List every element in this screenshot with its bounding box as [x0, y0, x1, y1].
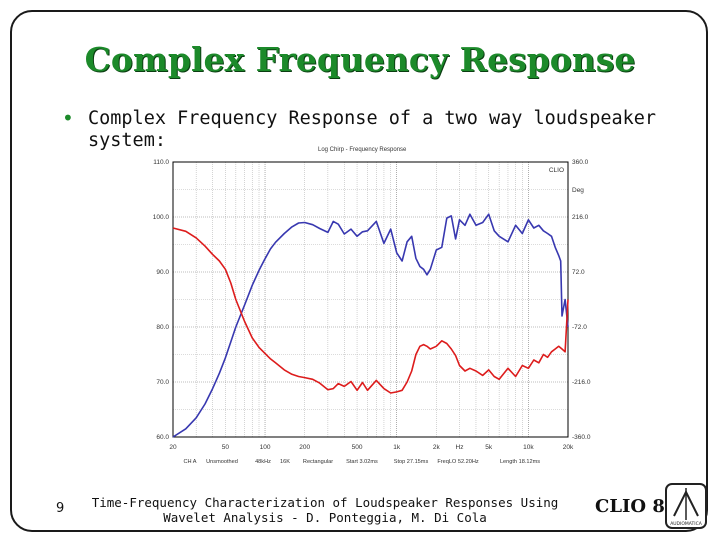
series-line [172, 227, 569, 394]
status-bar-item: Start 3.02ms [346, 459, 378, 465]
series-line [172, 213, 569, 438]
slide-title: Complex Frequency Response [84, 40, 636, 79]
status-bar-item: FreqLO 52.20Hz [437, 459, 479, 465]
chart-title: Log Chirp - Frequency Response [318, 147, 407, 153]
right-axis-tick-label: 72.0 [572, 269, 585, 276]
logo-badge-label: AUDIOMATICA [670, 521, 703, 527]
left-axis-tick-label: 70.0 [156, 379, 169, 386]
status-bar-item: Rectangular [303, 459, 333, 465]
x-axis-tick-label: 50 [222, 444, 230, 451]
chart-labels: 110.0 100.0 90.0 80.0 70.0 60.0 360.0 216.0 72.0… [153, 159, 591, 465]
x-axis-tick-label: 5k [485, 444, 493, 451]
right-axis-tick-label: -72.0 [572, 324, 587, 331]
status-bar-item: Length 18.12ms [500, 459, 540, 465]
bullet-point: • [62, 106, 74, 130]
right-axis-tick-label: 360.0 [572, 159, 589, 166]
x-axis-tick-label: 20 [169, 444, 177, 451]
status-bar-item: 48kHz [255, 459, 271, 465]
x-axis-tick-label: Hz [456, 444, 464, 451]
right-axis-tick-label: -216.0 [572, 379, 591, 386]
x-axis-tick-label: 10k [523, 444, 534, 451]
clio-logo-text: CLIO 8 [595, 496, 665, 517]
status-bar-item: Unsmoothed [206, 459, 238, 465]
status-bar-item: 16K [280, 459, 290, 465]
status-bar-item: CH A [183, 459, 196, 465]
left-axis-tick-label: 110.0 [153, 159, 169, 166]
x-axis-tick-label: 20k [563, 444, 574, 451]
bullet-text: Complex Frequency Response of a two way … [88, 108, 657, 151]
left-axis-tick-label: 60.0 [156, 434, 169, 441]
plot-area-border [172, 161, 569, 438]
slide-frame [10, 10, 708, 532]
x-axis-tick-label: 100 [260, 444, 271, 451]
chart-grid [173, 162, 568, 437]
x-axis-tick-label: 500 [352, 444, 363, 451]
status-bar-item: Stop 27.15ms [394, 459, 429, 465]
left-axis-tick-label: 100.0 [153, 214, 170, 221]
right-axis-unit: Deg [572, 187, 584, 194]
footer-citation: Time-Frequency Characterization of Louds… [91, 495, 559, 525]
right-axis-tick-label: -360.0 [572, 434, 591, 441]
chart-series [172, 213, 569, 438]
audiomatica-logo-icon: AUDIOMATICA [665, 483, 707, 529]
x-axis-tick-label: 1k [393, 444, 401, 451]
left-axis-tick-label: 90.0 [156, 269, 169, 276]
page-number: 9 [56, 501, 65, 516]
left-axis-tick-label: 80.0 [156, 324, 169, 331]
x-axis-tick-label: 2k [433, 444, 441, 451]
right-axis-tick-label: 216.0 [572, 214, 589, 221]
clio-brand-label: CLIO [549, 167, 564, 174]
x-axis-tick-label: 200 [299, 444, 310, 451]
